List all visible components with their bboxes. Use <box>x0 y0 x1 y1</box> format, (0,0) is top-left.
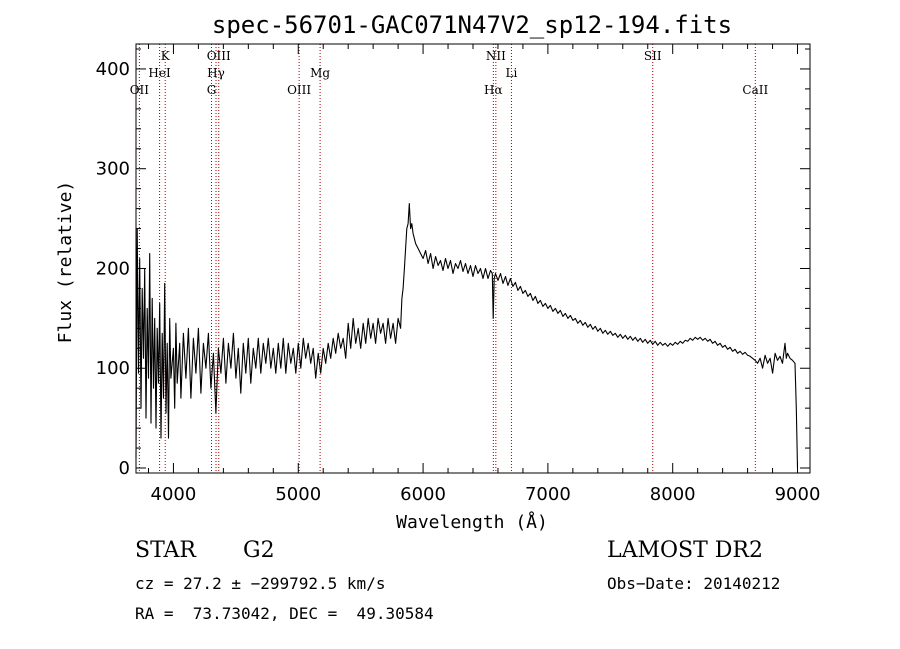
line-label: HeI <box>148 66 171 80</box>
x-tick-label: 9000 <box>775 484 821 505</box>
redshift-readout: cz = 27.2 ± −299792.5 km/s <box>135 574 386 593</box>
x-axis-label: Wavelength (Å) <box>396 511 548 533</box>
x-tick-label: 4000 <box>151 484 197 505</box>
object-subclass: G2 <box>243 538 275 563</box>
line-label: SII <box>644 49 662 63</box>
x-tick-label: 8000 <box>650 484 696 505</box>
spectrum-series <box>135 203 799 469</box>
line-label: OIII <box>207 49 231 63</box>
line-label: Li <box>506 66 518 80</box>
object-class: STAR <box>135 538 196 563</box>
y-tick-label: 300 <box>96 159 130 180</box>
line-label: Hα <box>484 83 503 97</box>
y-tick-label: 400 <box>96 59 130 80</box>
y-tick-label: 100 <box>96 358 130 379</box>
coordinates: RA = 73.73042, DEC = 49.30584 <box>135 604 434 623</box>
survey-name: LAMOST DR2 <box>607 538 763 563</box>
x-tick-label: 5000 <box>275 484 321 505</box>
x-tick-label: 6000 <box>400 484 446 505</box>
obs-date: Obs−Date: 20140212 <box>607 574 781 593</box>
line-label: G <box>207 83 217 97</box>
chart-title: spec-56701-GAC071N47V2_sp12-194.fits <box>212 11 732 39</box>
line-label: Hγ <box>207 66 225 80</box>
spectrum-layer <box>135 203 799 469</box>
x-axis: 4000 5000 6000 7000 8000 9000 <box>147 44 821 505</box>
line-label: OII <box>130 83 150 97</box>
y-tick-label: 0 <box>119 458 130 479</box>
y-tick-label: 200 <box>96 258 130 279</box>
line-label: OIII <box>287 83 311 97</box>
line-label: Mg <box>310 66 330 80</box>
y-axis-label: Flux (relative) <box>55 181 76 344</box>
line-label: CaII <box>742 83 768 97</box>
plot-frame <box>135 43 811 474</box>
line-label: NII <box>486 49 506 63</box>
y-axis: 0 100 200 300 400 <box>96 48 810 479</box>
x-tick-label: 7000 <box>525 484 571 505</box>
line-label: K <box>161 49 171 63</box>
